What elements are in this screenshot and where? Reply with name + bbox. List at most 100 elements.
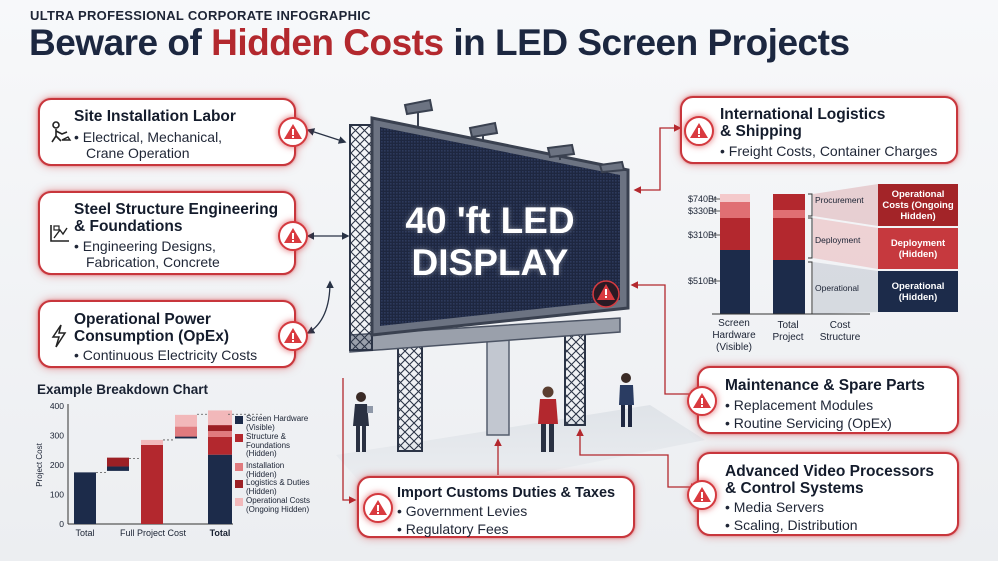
bar-segment [175,426,197,437]
y-tick-label: 200 [50,460,64,470]
card-customs: Import Customs Duties & Taxes Government… [357,476,635,538]
legend-swatch [235,416,243,424]
pillar-center [486,339,510,436]
card-bullet: Scaling, Distribution [725,516,858,534]
warning-icon [363,493,393,523]
card-site-installation: Site Installation Labor Electrical, Mech… [38,98,308,166]
legend-label: (Hidden) [246,449,277,458]
sign-text: 40 'ft LED DISPLAY [395,200,585,284]
legend-item: Logistics & Duties (Hidden) [235,478,310,496]
breakdown-chart-title: Example Breakdown Chart [37,382,209,397]
y-tick-label: 400 [50,401,64,411]
bar-segment [208,431,232,437]
bar-segment [773,218,805,260]
legend-label: (Visible) [246,422,275,432]
box-line: Hidden) [900,210,936,222]
warning-icon [278,117,308,147]
person-woman [353,392,373,452]
bar-segment [720,202,750,218]
bar-segment [175,414,197,427]
box-line: Operational [891,280,945,292]
truss-tower [349,124,373,351]
card-title-line-1: Steel Structure Engineering [74,201,279,218]
card-bullet: Engineering Designs, [74,237,216,255]
cat-line: Hardware [712,330,756,341]
title-pre: Beware of [29,22,212,63]
card-title: Site Installation Labor [74,108,236,125]
bar-segment [107,466,129,471]
y-tick-label: 0 [59,519,64,529]
card-bullet: Routine Servicing (OpEx) [725,414,892,432]
card-title-line-1: Advanced Video Processors [725,463,935,480]
flood-lamps [403,98,626,174]
y-tick-label: 300 [50,431,64,441]
card-bullet: Continuous Electricity Costs [74,346,257,364]
card-bullet: Replacement Modules [725,396,892,414]
legend-label: (Ongoing Hidden) [246,504,310,514]
legend-label: Screen Hardware [246,414,309,423]
y-axis-label: Project Cost [35,442,44,486]
cost-structure-chart [712,184,878,315]
box-line: Operational [891,188,945,200]
warning-icon [687,480,717,510]
fan-band [813,184,878,226]
card-bullet: Media Servers [725,498,858,516]
card-bullet-cont: Crane Operation [86,145,190,161]
truss-leg-right [564,329,586,426]
bar-segment [773,210,805,218]
bar-segment [208,410,232,426]
person-manager [619,373,634,427]
card-maintenance: Maintenance & Spare Parts Replacement Mo… [687,366,959,434]
legend-label: Operational Costs [246,496,311,505]
sign-line-2: DISPLAY [411,242,569,283]
card-bullet: Regulatory Fees [397,520,527,538]
cat-line: Structure [819,332,861,343]
bar-segment [208,436,232,455]
tick-label: $310Bt [688,230,717,240]
segment-label-procurement: Procurement [815,195,864,205]
card-operational-power: Operational Power Consumption (OpEx) Con… [38,300,308,368]
box-line: Deployment [890,237,946,249]
fan-band [813,218,878,269]
truss-leg-left [397,345,423,452]
bar-segment [74,472,96,524]
box-line: (Hidden) [898,291,938,303]
card-video-processors: Advanced Video Processors & Control Syst… [687,452,959,536]
tick-label: $330Bt [688,206,717,216]
legend-swatch [235,463,243,471]
bar-segment [141,444,163,524]
x-tick-label: Total [75,528,94,538]
legend-item: Screen Hardware (Visible) [235,414,309,432]
page-title: Beware of Hidden Costs in LED Screen Pro… [29,22,850,64]
legend-item: Structure & Foundations (Hidden) [235,432,290,459]
title-post: in LED Screen Projects [443,22,850,63]
legend-swatch [235,498,243,506]
worker-icon [51,121,72,143]
legend-label: Installation [246,461,285,470]
title-accent: Hidden Costs [211,22,444,63]
connector-power [306,280,334,334]
cat-line: Project [772,332,804,343]
legend-swatch [235,434,243,442]
screen-warning-icon [592,280,620,308]
card-bullet: Government Levies [397,502,527,520]
legend-swatch [235,480,243,488]
brace [808,217,813,259]
warning-icon [278,221,308,251]
card-title: Maintenance & Spare Parts [725,377,925,394]
card-bullet: Freight Costs, Container Charges [720,142,938,160]
category-label-total-project: Total Project [762,320,814,344]
legend-item: Operational Costs (Ongoing Hidden) [235,496,311,514]
lightning-icon [51,324,67,348]
bar-segment [720,218,750,250]
card-title-line-2: & Shipping [720,123,802,140]
x-tick-label: Full Project Cost [120,528,187,538]
card-title-line-2: & Foundations [74,218,183,235]
legend-label: Logistics & Duties [246,478,310,487]
card-title-line-1: Operational Power [74,311,211,328]
bar-segment [720,250,750,314]
legend-label: (Hidden) [246,469,277,479]
blueprint-icon [50,225,69,242]
card-steel-structure: Steel Structure Engineering & Foundation… [38,191,308,275]
